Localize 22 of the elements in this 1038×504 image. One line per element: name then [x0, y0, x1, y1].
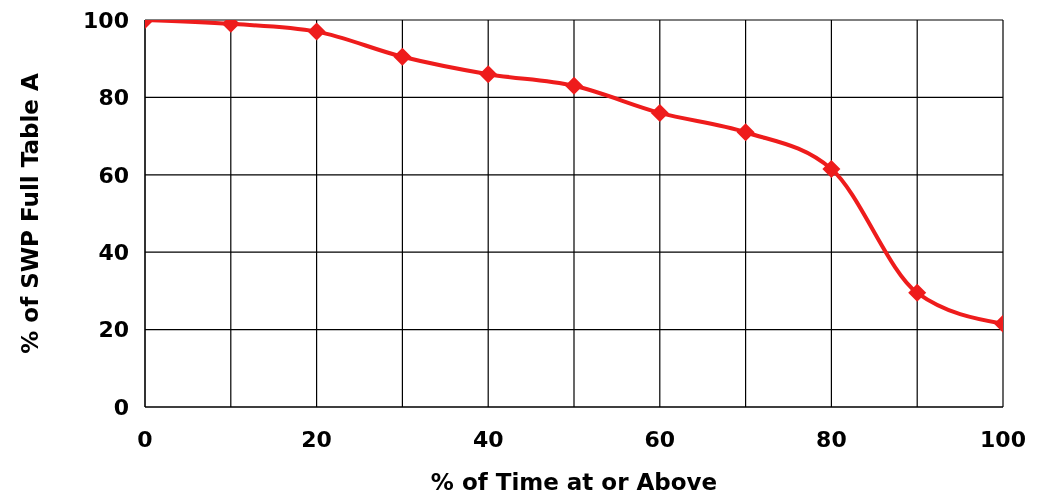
- point: [736, 123, 755, 142]
- point: [650, 103, 669, 122]
- point: [908, 283, 927, 302]
- x-tick-label: 80: [816, 426, 847, 452]
- y-tick-label: 20: [98, 317, 129, 343]
- y-tick-label: 80: [98, 85, 129, 111]
- x-tick-label: 60: [644, 426, 676, 452]
- y-tick-label: 100: [83, 7, 129, 33]
- y-tick-label: 0: [113, 394, 129, 420]
- x-tick-label: 100: [980, 426, 1026, 452]
- y-tick-label: 40: [98, 240, 129, 266]
- point: [307, 22, 326, 41]
- point: [393, 47, 412, 66]
- point: [565, 76, 583, 95]
- point: [822, 160, 841, 178]
- y-axis-title: % of SWP Full Table A: [17, 73, 44, 354]
- y-tick-label: 60: [98, 162, 129, 188]
- x-tick-label: 0: [137, 426, 153, 452]
- x-tick-label: 40: [472, 426, 504, 452]
- x-tick-label: 20: [301, 426, 332, 452]
- x-axis-title: % of Time at or Above: [430, 469, 718, 495]
- point: [479, 65, 498, 84]
